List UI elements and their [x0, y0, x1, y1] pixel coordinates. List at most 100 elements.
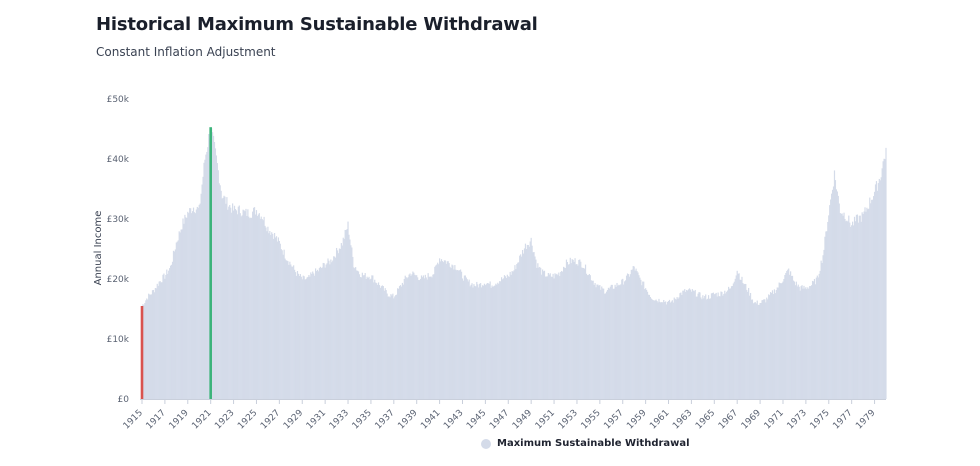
- data-bar[interactable]: [778, 282, 780, 399]
- data-bar[interactable]: [252, 211, 254, 399]
- data-bar[interactable]: [555, 274, 557, 399]
- data-bar[interactable]: [480, 287, 483, 399]
- data-bar[interactable]: [543, 270, 546, 399]
- data-bar[interactable]: [517, 262, 519, 399]
- data-bar[interactable]: [273, 238, 275, 399]
- data-bar[interactable]: [581, 267, 583, 400]
- data-bar[interactable]: [412, 271, 414, 399]
- data-bar[interactable]: [702, 295, 704, 399]
- data-bar[interactable]: [342, 237, 344, 399]
- data-bar[interactable]: [667, 301, 670, 399]
- data-bar[interactable]: [725, 293, 727, 399]
- data-bar[interactable]: [873, 191, 876, 399]
- data-bar[interactable]: [253, 207, 256, 399]
- data-bar[interactable]: [527, 245, 529, 399]
- data-bar[interactable]: [170, 264, 173, 399]
- data-bar[interactable]: [648, 294, 651, 399]
- data-bar[interactable]: [253, 207, 255, 399]
- data-bar[interactable]: [436, 264, 438, 399]
- data-bar[interactable]: [762, 299, 764, 399]
- data-bar[interactable]: [171, 261, 174, 399]
- data-bar[interactable]: [620, 284, 622, 399]
- data-bar[interactable]: [308, 274, 310, 399]
- data-bar[interactable]: [673, 297, 675, 399]
- data-bar[interactable]: [687, 290, 689, 399]
- data-bar[interactable]: [266, 231, 268, 399]
- data-bar[interactable]: [882, 161, 884, 399]
- data-bar[interactable]: [544, 276, 547, 399]
- data-bar[interactable]: [501, 277, 503, 399]
- data-bar[interactable]: [561, 270, 563, 399]
- data-bar[interactable]: [538, 267, 540, 399]
- data-bar[interactable]: [354, 268, 356, 399]
- data-bar[interactable]: [400, 286, 403, 399]
- data-bar[interactable]: [466, 279, 468, 399]
- data-bar[interactable]: [629, 274, 631, 399]
- data-bar[interactable]: [264, 225, 266, 399]
- data-bar[interactable]: [867, 209, 869, 399]
- data-bar[interactable]: [810, 286, 812, 399]
- data-bar[interactable]: [492, 286, 494, 399]
- data-bar[interactable]: [148, 293, 150, 399]
- data-bar[interactable]: [742, 283, 744, 399]
- data-bar[interactable]: [484, 285, 486, 399]
- data-bar[interactable]: [640, 279, 642, 399]
- data-bar[interactable]: [394, 296, 396, 399]
- data-bar[interactable]: [450, 268, 452, 399]
- data-bar[interactable]: [786, 270, 788, 399]
- data-bar[interactable]: [243, 210, 245, 399]
- data-bar[interactable]: [737, 273, 739, 399]
- data-bar[interactable]: [245, 208, 247, 399]
- data-bar[interactable]: [558, 272, 560, 399]
- data-bar[interactable]: [647, 294, 650, 399]
- data-bar[interactable]: [816, 275, 818, 399]
- data-bar[interactable]: [528, 246, 530, 399]
- data-bar[interactable]: [256, 216, 259, 399]
- data-bar[interactable]: [156, 283, 158, 399]
- data-bar[interactable]: [583, 268, 586, 399]
- data-bar[interactable]: [627, 274, 630, 399]
- data-bar[interactable]: [860, 221, 862, 399]
- data-bar[interactable]: [344, 229, 346, 399]
- data-bar[interactable]: [247, 209, 249, 399]
- data-bar[interactable]: [192, 207, 195, 399]
- data-bar[interactable]: [233, 205, 236, 399]
- data-bar[interactable]: [871, 199, 873, 399]
- data-bar[interactable]: [208, 133, 210, 400]
- data-bar[interactable]: [328, 260, 330, 399]
- data-bar[interactable]: [495, 283, 497, 399]
- data-bar[interactable]: [476, 281, 478, 399]
- data-bar[interactable]: [300, 276, 302, 399]
- data-bar[interactable]: [747, 291, 749, 399]
- data-bar[interactable]: [584, 264, 587, 399]
- data-bar[interactable]: [677, 298, 679, 399]
- data-bar[interactable]: [587, 275, 589, 399]
- data-bar[interactable]: [692, 290, 694, 399]
- data-bar[interactable]: [874, 184, 877, 399]
- data-bar[interactable]: [754, 302, 756, 399]
- data-bar[interactable]: [526, 244, 528, 399]
- data-bar[interactable]: [244, 211, 246, 399]
- data-bar[interactable]: [788, 268, 790, 399]
- data-bar[interactable]: [578, 259, 580, 399]
- data-bar[interactable]: [765, 302, 767, 399]
- data-bar[interactable]: [508, 276, 510, 399]
- data-bar[interactable]: [191, 213, 193, 399]
- data-bar[interactable]: [486, 283, 488, 399]
- data-bar[interactable]: [728, 286, 730, 399]
- data-bar[interactable]: [690, 291, 693, 399]
- data-bar[interactable]: [289, 261, 291, 399]
- data-bar[interactable]: [713, 294, 715, 399]
- data-bar[interactable]: [556, 273, 558, 399]
- data-bar[interactable]: [239, 213, 241, 399]
- data-bar[interactable]: [458, 270, 460, 399]
- data-bar[interactable]: [529, 241, 531, 399]
- data-bar[interactable]: [833, 170, 836, 399]
- data-bar[interactable]: [591, 280, 593, 399]
- data-bar[interactable]: [403, 279, 405, 399]
- data-bar[interactable]: [336, 250, 339, 399]
- data-bar[interactable]: [228, 206, 230, 399]
- data-bar[interactable]: [582, 267, 584, 399]
- data-bar[interactable]: [579, 259, 581, 399]
- data-bar[interactable]: [220, 190, 222, 399]
